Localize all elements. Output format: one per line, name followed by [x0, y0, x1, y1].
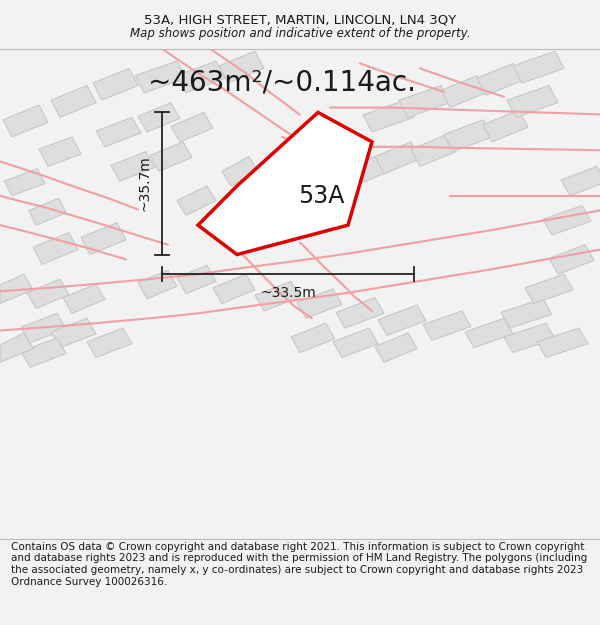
Polygon shape: [171, 112, 213, 142]
Polygon shape: [39, 137, 81, 166]
Polygon shape: [51, 318, 96, 348]
Text: ~463m²/~0.114ac.: ~463m²/~0.114ac.: [148, 68, 416, 96]
Polygon shape: [525, 274, 573, 304]
Polygon shape: [333, 328, 378, 357]
Polygon shape: [399, 86, 450, 118]
Polygon shape: [255, 281, 300, 311]
Text: Map shows position and indicative extent of the property.: Map shows position and indicative extent…: [130, 27, 470, 40]
Text: 53A: 53A: [298, 184, 344, 208]
Polygon shape: [150, 142, 192, 171]
Polygon shape: [504, 323, 555, 352]
Polygon shape: [198, 112, 372, 254]
Polygon shape: [135, 61, 186, 93]
Polygon shape: [87, 328, 132, 357]
Polygon shape: [96, 118, 141, 147]
Polygon shape: [465, 318, 513, 348]
Polygon shape: [246, 186, 294, 220]
Polygon shape: [363, 100, 414, 132]
Polygon shape: [63, 284, 105, 313]
Polygon shape: [483, 110, 528, 142]
Polygon shape: [4, 169, 45, 196]
Polygon shape: [177, 186, 216, 216]
Polygon shape: [51, 86, 96, 118]
Polygon shape: [29, 198, 66, 225]
Polygon shape: [138, 102, 180, 132]
Polygon shape: [441, 76, 486, 108]
Polygon shape: [21, 313, 66, 342]
Polygon shape: [111, 152, 155, 181]
Polygon shape: [27, 279, 69, 309]
Polygon shape: [0, 274, 33, 304]
Polygon shape: [411, 134, 456, 166]
Polygon shape: [543, 206, 591, 235]
Polygon shape: [291, 323, 335, 352]
Polygon shape: [285, 181, 330, 216]
Polygon shape: [177, 266, 216, 294]
Polygon shape: [297, 289, 342, 318]
Polygon shape: [375, 333, 417, 362]
Polygon shape: [81, 222, 126, 254]
Polygon shape: [501, 299, 552, 328]
Polygon shape: [318, 173, 360, 203]
Polygon shape: [378, 305, 426, 336]
Text: 53A, HIGH STREET, MARTIN, LINCOLN, LN4 3QY: 53A, HIGH STREET, MARTIN, LINCOLN, LN4 3…: [144, 14, 456, 27]
Text: ~33.5m: ~33.5m: [260, 286, 316, 301]
Polygon shape: [21, 338, 66, 367]
Polygon shape: [33, 232, 78, 264]
Polygon shape: [375, 142, 420, 174]
Polygon shape: [213, 274, 255, 304]
Polygon shape: [222, 156, 258, 186]
Polygon shape: [423, 311, 471, 340]
Text: Contains OS data © Crown copyright and database right 2021. This information is : Contains OS data © Crown copyright and d…: [11, 542, 587, 587]
Polygon shape: [513, 51, 564, 83]
Polygon shape: [336, 298, 384, 328]
Polygon shape: [444, 120, 492, 152]
Polygon shape: [561, 166, 600, 196]
Polygon shape: [537, 328, 588, 357]
Polygon shape: [507, 86, 558, 118]
Polygon shape: [0, 333, 33, 362]
Polygon shape: [219, 51, 264, 83]
Text: ~35.7m: ~35.7m: [137, 156, 151, 211]
Polygon shape: [345, 154, 390, 186]
Polygon shape: [177, 61, 225, 93]
Polygon shape: [549, 245, 594, 274]
Polygon shape: [93, 68, 138, 100]
Polygon shape: [3, 105, 48, 137]
Polygon shape: [477, 64, 522, 95]
Polygon shape: [138, 270, 177, 299]
